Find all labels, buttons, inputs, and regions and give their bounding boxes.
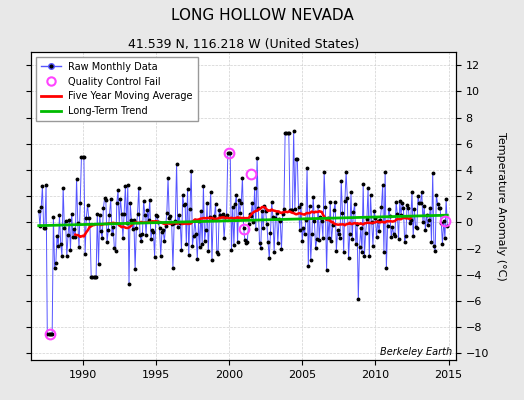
Y-axis label: Temperature Anomaly (°C): Temperature Anomaly (°C) [496,132,506,280]
Legend: Raw Monthly Data, Quality Control Fail, Five Year Moving Average, Long-Term Tren: Raw Monthly Data, Quality Control Fail, … [36,57,198,121]
Text: Berkeley Earth: Berkeley Earth [379,347,452,357]
Title: 41.539 N, 116.218 W (United States): 41.539 N, 116.218 W (United States) [128,38,359,51]
Text: LONG HOLLOW NEVADA: LONG HOLLOW NEVADA [171,8,353,23]
